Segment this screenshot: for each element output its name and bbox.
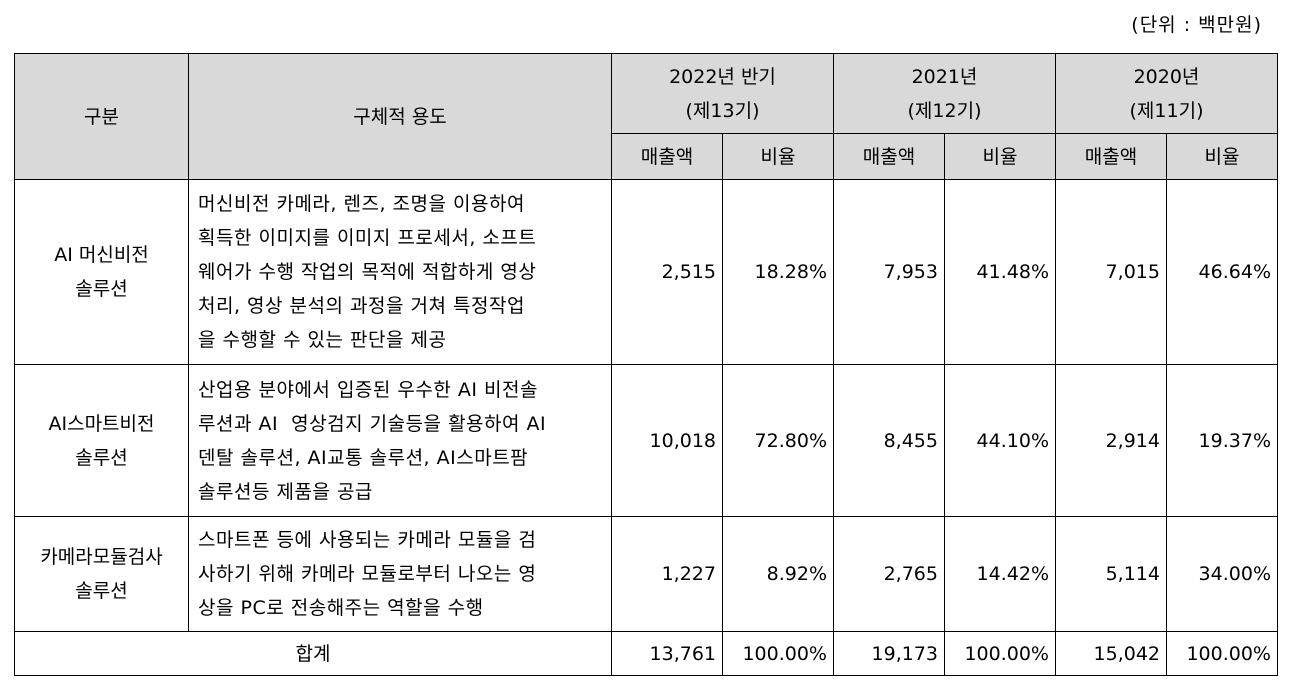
usage-cell: 스마트폰 등에 사용되는 카메라 모듈을 검 사하기 위해 카메라 모듈로부터 … [188,516,612,632]
header-sales: 매출액 [611,133,723,180]
category-cell: 카메라모듈검사 솔루션 [14,516,189,632]
sales-cell: 1,227 [611,516,723,632]
header-period-2020: 2020년 (제11기) [1055,53,1278,134]
usage-line: 사하기 위해 카메라 모듈로부터 나오는 영 [198,563,537,585]
unit-label: (단위 : 백만원) [1131,14,1262,36]
period-year: 2022년 반기 [669,65,776,88]
usage-line: 루션과 AI 영상검지 기술등을 활용하여 AI [198,412,547,435]
period-year: 2021년 [911,65,978,88]
period-term: (제13기) [685,99,760,122]
table-row: AI스마트비전 솔루션 산업용 분야에서 입증된 우수한 AI 비전솔 루션과 … [14,364,1278,517]
sales-cell: 2,765 [833,516,945,632]
category-line: AI 머신비전 [54,244,149,266]
ratio-cell: 72.80% [722,364,834,517]
header-row-metrics: 매출액 비율 매출액 비율 매출액 비율 [15,133,1278,180]
usage-line: 머신비전 카메라, 렌즈, 조명을 이용하여 [198,193,525,215]
sales-by-usage-table: 구분 구체적 용도 2022년 반기 (제13기) 2021년 (제12기) 2… [14,53,1278,676]
usage-line: 웨어가 수행 작업의 목적에 적합하게 영상 [198,261,537,283]
header-category: 구분 [14,53,189,180]
ratio-cell: 46.64% [1166,179,1278,365]
category-line: 솔루션 [75,278,128,300]
table-row: 카메라모듈검사 솔루션 스마트폰 등에 사용되는 카메라 모듈을 검 사하기 위… [14,516,1278,632]
header-usage: 구체적 용도 [188,53,612,180]
total-sales-cell: 19,173 [833,631,945,676]
usage-cell: 산업용 분야에서 입증된 우수한 AI 비전솔 루션과 AI 영상검지 기술등을… [188,364,612,517]
total-sales-cell: 15,042 [1055,631,1167,676]
period-term: (제12기) [907,99,982,122]
usage-line: 산업용 분야에서 입증된 우수한 AI 비전솔 [198,378,538,401]
sales-cell: 8,455 [833,364,945,517]
usage-line: 처리, 영상 분석의 과정을 거쳐 특정작업 [198,295,525,317]
usage-line: 솔루션등 제품을 공급 [198,480,373,503]
ratio-cell: 34.00% [1166,516,1278,632]
sales-cell: 2,515 [611,179,723,365]
header-row-periods: 구분 구체적 용도 2022년 반기 (제13기) 2021년 (제12기) 2… [14,53,1278,180]
header-period-2021: 2021년 (제12기) [833,53,1056,134]
category-line: 솔루션 [75,446,128,469]
category-cell: AI 머신비전 솔루션 [14,179,189,365]
total-row: 합계 13,761 100.00% 19,173 100.00% 15,042 … [14,631,1278,676]
table-row: AI 머신비전 솔루션 머신비전 카메라, 렌즈, 조명을 이용하여 획득한 이… [14,179,1278,365]
total-ratio-cell: 100.00% [722,631,834,676]
header-ratio: 비율 [722,133,834,180]
sales-cell: 7,015 [1055,179,1167,365]
ratio-cell: 41.48% [944,179,1056,365]
category-line: 카메라모듈검사 [40,546,163,568]
ratio-cell: 19.37% [1166,364,1278,517]
category-line: 솔루션 [75,580,128,602]
sales-cell: 5,114 [1055,516,1167,632]
usage-line: 스마트폰 등에 사용되는 카메라 모듈을 검 [198,529,537,551]
total-label: 합계 [14,631,612,676]
sales-cell: 7,953 [833,179,945,365]
header-sales: 매출액 [833,133,945,180]
total-ratio-cell: 100.00% [944,631,1056,676]
ratio-cell: 14.42% [944,516,1056,632]
category-cell: AI스마트비전 솔루션 [14,364,189,517]
header-ratio: 비율 [944,133,1056,180]
ratio-cell: 18.28% [722,179,834,365]
total-ratio-cell: 100.00% [1166,631,1278,676]
period-term: (제11기) [1129,99,1204,122]
ratio-cell: 8.92% [722,516,834,632]
ratio-cell: 44.10% [944,364,1056,517]
usage-cell: 머신비전 카메라, 렌즈, 조명을 이용하여 획득한 이미지를 이미지 프로세서… [188,179,612,365]
period-year: 2020년 [1133,65,1200,88]
total-sales-cell: 13,761 [611,631,723,676]
usage-line: 덴탈 솔루션, AI교통 솔루션, AI스마트팜 [198,446,529,469]
header-ratio: 비율 [1166,133,1278,180]
header-period-2022h1: 2022년 반기 (제13기) [611,53,834,134]
usage-line: 을 수행할 수 있는 판단을 제공 [198,329,447,351]
sales-cell: 10,018 [611,364,723,517]
category-line: AI스마트비전 [48,412,155,435]
sales-cell: 2,914 [1055,364,1167,517]
usage-line: 획득한 이미지를 이미지 프로세서, 소프트 [198,227,537,249]
header-sales: 매출액 [1055,133,1167,180]
usage-line: 상을 PC로 전송해주는 역할을 수행 [198,597,484,619]
